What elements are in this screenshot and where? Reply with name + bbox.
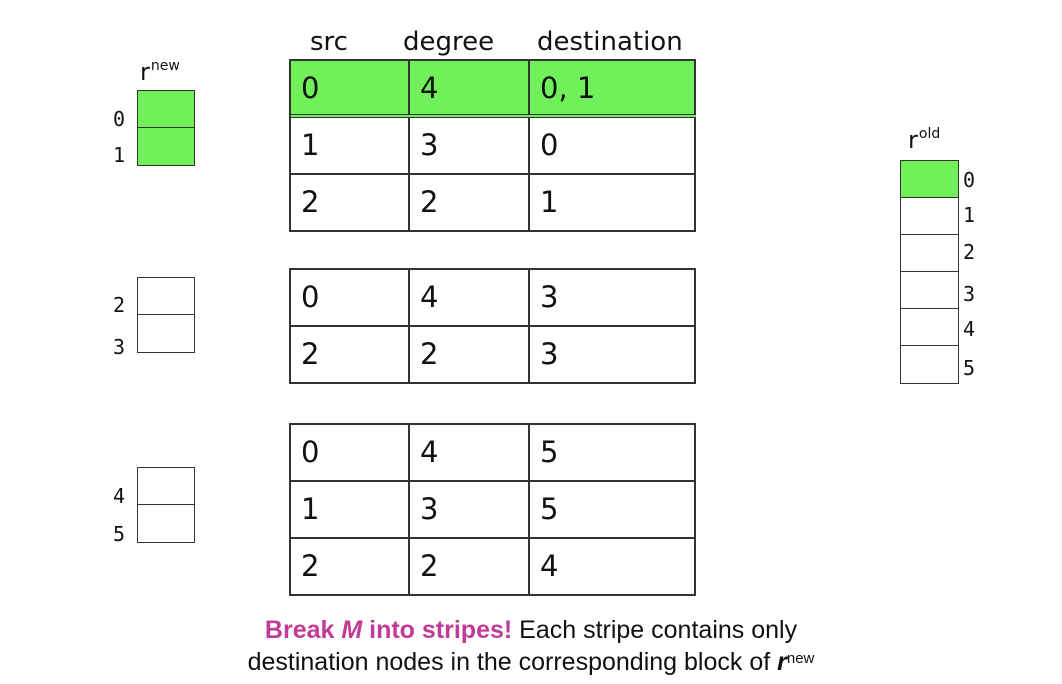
r-old-cell (901, 346, 958, 383)
cell-degree: 3 (410, 482, 530, 537)
r-new-cell (138, 315, 194, 352)
table-row: 2 2 4 (291, 539, 696, 596)
cell-destination: 3 (530, 327, 696, 382)
table-row: 1 3 0 (291, 118, 696, 175)
cell-degree: 2 (410, 539, 530, 594)
r-new-index: 0 (113, 107, 126, 131)
r-old-cell (901, 235, 958, 272)
cell-destination: 5 (530, 425, 696, 480)
caption-line2-text: destination nodes in the corresponding b… (247, 648, 778, 676)
caption-break: Break (264, 616, 342, 644)
r-new-cell (138, 278, 194, 315)
cell-destination: 5 (530, 482, 696, 537)
header-src: src (310, 27, 348, 57)
stripe-table-2: 0 4 3 2 2 3 (289, 268, 696, 384)
caption-emphasis: Break M into stripes! (265, 616, 512, 644)
r-new-index: 1 (113, 143, 126, 167)
header-degree: degree (403, 27, 495, 57)
caption-sup: new (786, 650, 815, 667)
cell-src: 1 (291, 482, 410, 537)
r-old-cell (901, 161, 958, 198)
cell-src: 1 (291, 118, 410, 173)
cell-destination: 3 (530, 270, 696, 325)
cell-degree: 2 (410, 327, 530, 382)
r-new-cell (138, 128, 194, 165)
table-row: 2 2 1 (291, 175, 696, 232)
cell-src: 0 (291, 270, 410, 325)
header-destination: destination (537, 27, 683, 57)
cell-degree: 2 (410, 175, 530, 230)
cell-degree: 4 (410, 425, 530, 480)
r-old-index: 5 (963, 356, 976, 380)
r-old-sup: old (918, 126, 941, 142)
table-row: 0 4 0, 1 (291, 61, 696, 118)
table-row: 2 2 3 (291, 327, 696, 384)
r-old-index: 3 (963, 282, 976, 306)
r-old-cell (901, 309, 958, 346)
caption-r: r (777, 648, 787, 676)
cell-degree: 3 (410, 118, 530, 173)
r-new-cell (138, 468, 194, 505)
r-old-label: rold (908, 126, 941, 154)
cell-src: 0 (291, 61, 410, 114)
caption-line-2: destination nodes in the corresponding b… (0, 646, 1062, 678)
caption-rest: Each stripe contains only (512, 616, 798, 644)
r-new-index: 5 (113, 522, 126, 546)
table-row: 0 4 3 (291, 270, 696, 327)
cell-degree: 4 (410, 61, 530, 114)
r-old-cell (901, 198, 958, 235)
r-new-index: 2 (113, 293, 126, 317)
r-old-index: 2 (963, 240, 976, 264)
cell-src: 2 (291, 327, 410, 382)
cell-destination: 0 (530, 118, 696, 173)
r-old-index: 0 (963, 168, 976, 192)
r-old-base: r (908, 126, 918, 154)
r-new-sup: new (150, 58, 180, 74)
caption-m: M (341, 616, 363, 644)
r-old-cell (901, 272, 958, 309)
cell-src: 2 (291, 175, 410, 230)
table-row: 1 3 5 (291, 482, 696, 539)
cell-destination: 4 (530, 539, 696, 594)
r-old-index: 4 (963, 317, 976, 341)
r-new-block-1 (137, 277, 195, 353)
cell-degree: 4 (410, 270, 530, 325)
r-new-base: r (140, 58, 150, 86)
stripe-table-3: 0 4 5 1 3 5 2 2 4 (289, 423, 696, 596)
r-new-label: rnew (140, 58, 180, 86)
caption-stripes: into stripes! (362, 616, 513, 644)
r-new-block-2 (137, 467, 195, 543)
stripe-table-1: 0 4 0, 1 1 3 0 2 2 1 (289, 59, 696, 232)
cell-src: 2 (291, 539, 410, 594)
cell-destination: 0, 1 (530, 61, 696, 114)
r-old-index: 1 (963, 203, 976, 227)
table-row: 0 4 5 (291, 425, 696, 482)
r-old-vector (900, 160, 959, 384)
r-new-cell (138, 91, 194, 128)
r-new-block-0 (137, 90, 195, 166)
cell-destination: 1 (530, 175, 696, 230)
r-new-cell (138, 505, 194, 542)
r-new-index: 3 (113, 335, 126, 359)
caption-line-1: Break M into stripes! Each stripe contai… (0, 614, 1062, 646)
cell-src: 0 (291, 425, 410, 480)
r-new-index: 4 (113, 484, 126, 508)
